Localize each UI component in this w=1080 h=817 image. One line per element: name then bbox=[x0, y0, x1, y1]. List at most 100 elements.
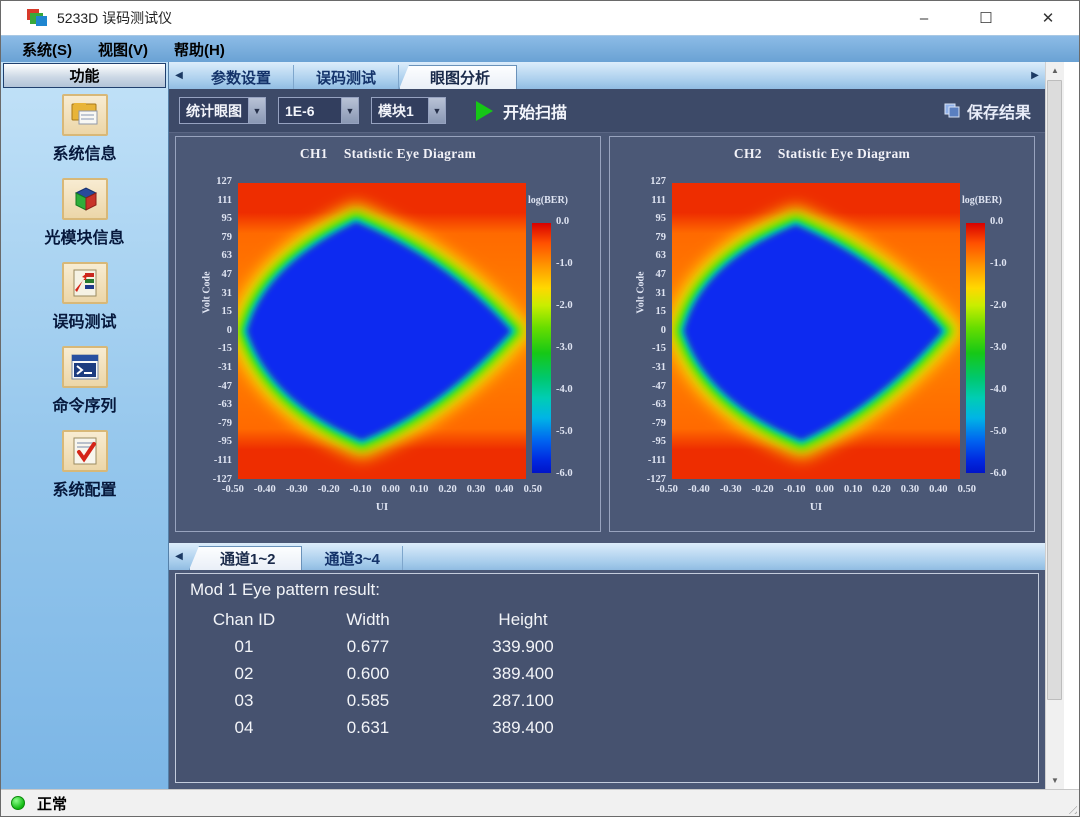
tab-channel-1-2[interactable]: 通道1~2 bbox=[189, 546, 303, 570]
chevron-down-icon[interactable]: ▼ bbox=[341, 98, 358, 123]
y-tick-label: -79 bbox=[218, 417, 232, 429]
cell-chan-id: 04 bbox=[234, 717, 254, 737]
sidebar-item-ber-test[interactable]: 误码测试 bbox=[1, 262, 168, 332]
play-icon[interactable] bbox=[476, 100, 493, 121]
y-tick-label: 95 bbox=[221, 213, 233, 225]
x-tick-label: -0.40 bbox=[253, 484, 276, 495]
ch2-colorbar-ticks: 0.0 -1.0 -2.0 -3.0 -4.0 -5.0 -6.0 bbox=[990, 216, 1007, 480]
column-header-width: Width bbox=[346, 609, 390, 629]
tab-scroll-right-icon[interactable]: ▶ bbox=[1031, 70, 1039, 81]
y-tick-label: -31 bbox=[218, 361, 232, 373]
column-header-height: Height bbox=[498, 609, 548, 629]
ch2-x-ticks: -0.50 -0.40 -0.30 -0.20 -0.10 0.00 0.10 0.20 0.3… bbox=[656, 484, 976, 496]
colorbar-tick-label: -2.0 bbox=[990, 300, 1007, 312]
colorbar-tick-label: -1.0 bbox=[556, 258, 573, 270]
sidebar-item-command-sequence[interactable]: 命令序列 bbox=[1, 346, 168, 416]
ch1-y-ticks: 127 111 95 79 63 47 31 15 0 -15 -31 -47 -63 -79 -95 -11… bbox=[192, 176, 233, 485]
y-tick-label: -127 bbox=[212, 473, 232, 485]
x-tick-label: 0.10 bbox=[843, 484, 863, 495]
vertical-scrollbar[interactable]: ▲ ▼ bbox=[1045, 62, 1064, 789]
colorbar-tick-label: 0.0 bbox=[556, 216, 570, 227]
y-tick-label: 63 bbox=[221, 250, 233, 262]
sidebar-item-system-info[interactable]: 系统信息 bbox=[1, 94, 168, 164]
cell-chan-id: 02 bbox=[234, 663, 254, 683]
ber-threshold-value: 1E-6 bbox=[285, 102, 315, 119]
x-tick-label: -0.10 bbox=[783, 484, 806, 495]
menu-item[interactable]: 系统(S) bbox=[22, 41, 72, 59]
cell-height: 389.400 bbox=[492, 717, 554, 737]
window-title: 5233D 误码测试仪 bbox=[57, 10, 173, 26]
close-button[interactable]: ✕ bbox=[1041, 10, 1055, 27]
scrollbar-thumb[interactable] bbox=[1047, 80, 1062, 700]
y-tick-label: 15 bbox=[221, 306, 233, 318]
chevron-down-icon[interactable]: ▼ bbox=[248, 98, 265, 123]
eye-mode-value: 统计眼图 bbox=[186, 102, 242, 119]
ber-test-icon bbox=[61, 262, 108, 304]
maximize-button[interactable]: ☐ bbox=[979, 10, 993, 27]
save-results-label: 保存结果 bbox=[966, 104, 1031, 122]
toolbar: 统计眼图 ▼ 1E-6 ▼ 模块1 ▼ 开始扫描 保存结 bbox=[169, 89, 1045, 133]
sidebar-item-optical-module-info[interactable]: 光模块信息 bbox=[1, 178, 168, 248]
chevron-down-icon[interactable]: ▼ bbox=[428, 98, 445, 123]
scroll-down-icon[interactable]: ▼ bbox=[1046, 772, 1064, 789]
y-tick-label: -127 bbox=[646, 473, 666, 485]
ch2-colorbar bbox=[966, 223, 985, 473]
x-tick-label: 0.40 bbox=[495, 484, 514, 495]
eye-mode-dropdown[interactable]: 统计眼图 ▼ bbox=[179, 97, 266, 124]
module-dropdown[interactable]: 模块1 ▼ bbox=[371, 97, 446, 124]
sidebar-item-label: 系统配置 bbox=[52, 482, 117, 499]
result-title: Mod 1 Eye pattern result: bbox=[190, 580, 380, 599]
ch2-x-axis-label: UI bbox=[809, 501, 823, 513]
resize-grip[interactable] bbox=[1065, 802, 1077, 814]
column-header-chan-id: Chan ID bbox=[212, 609, 276, 629]
ch2-eye-diagram: CH2 Statistic Eye Diagram Volt Code 127 11… bbox=[609, 136, 1035, 532]
colorbar-tick-label: 0.0 bbox=[990, 216, 1004, 227]
y-tick-label: -31 bbox=[652, 361, 666, 373]
y-tick-label: 0 bbox=[226, 324, 232, 336]
y-tick-label: -111 bbox=[213, 454, 232, 466]
start-scan-button[interactable]: 开始扫描 bbox=[503, 104, 568, 122]
status-text: 正常 bbox=[37, 795, 68, 813]
y-tick-label: -47 bbox=[218, 380, 232, 392]
channel-tab-scroll-left-icon[interactable]: ◀ bbox=[175, 551, 183, 562]
menu-item[interactable]: 帮助(H) bbox=[174, 41, 225, 59]
minimize-button[interactable]: – bbox=[919, 9, 929, 27]
main-area: ◀ 参数设置 误码测试 眼图分析 ▶ 统计眼图 ▼ 1E-6 ▼ bbox=[169, 62, 1079, 789]
scroll-up-icon[interactable]: ▲ bbox=[1046, 62, 1064, 79]
ch1-x-axis-label: UI bbox=[375, 501, 389, 513]
tab-eye-analysis[interactable]: 眼图分析 bbox=[399, 65, 518, 89]
eye-diagram-panel: CH1 Statistic Eye Diagram Volt Code 127 11… bbox=[169, 133, 1045, 538]
tab-channel-3-4[interactable]: 通道3~4 bbox=[302, 546, 403, 570]
tab-parameter-settings[interactable]: 参数设置 bbox=[189, 65, 295, 89]
sidebar-item-label: 光模块信息 bbox=[44, 230, 125, 247]
ch1-colorbar-ticks: 0.0 -1.0 -2.0 -3.0 -4.0 -5.0 -6.0 bbox=[556, 216, 573, 480]
x-tick-label: -0.10 bbox=[349, 484, 372, 495]
save-results-button[interactable]: 保存结果 bbox=[944, 99, 1031, 123]
titlebar: 5233D 误码测试仪 – ☐ ✕ bbox=[1, 1, 1079, 35]
ber-threshold-dropdown[interactable]: 1E-6 ▼ bbox=[278, 97, 359, 124]
x-tick-label: 0.50 bbox=[523, 484, 542, 495]
module-value: 模块1 bbox=[378, 102, 414, 119]
sidebar-item-system-config[interactable]: 系统配置 bbox=[1, 430, 168, 500]
table-row: 02 0.600 389.400 bbox=[190, 660, 1024, 687]
tab-ber-test[interactable]: 误码测试 bbox=[294, 65, 400, 89]
y-tick-label: 95 bbox=[655, 213, 667, 225]
y-tick-label: -47 bbox=[652, 380, 666, 392]
colorbar-tick-label: -2.0 bbox=[556, 300, 573, 312]
ch1-eye-diagram: CH1 Statistic Eye Diagram Volt Code 127 11… bbox=[175, 136, 601, 532]
y-tick-label: 31 bbox=[221, 287, 233, 299]
colorbar-tick-label: -6.0 bbox=[990, 468, 1007, 480]
status-ok-icon bbox=[11, 796, 25, 810]
x-tick-label: 0.10 bbox=[409, 484, 429, 495]
table-row: 01 0.677 339.900 bbox=[190, 633, 1024, 660]
tab-scroll-left-icon[interactable]: ◀ bbox=[175, 70, 183, 81]
colorbar-tick-label: -3.0 bbox=[990, 342, 1007, 354]
colorbar-tick-label: -5.0 bbox=[990, 426, 1007, 438]
x-tick-label: 0.40 bbox=[929, 484, 948, 495]
sidebar-header: 功能 bbox=[3, 63, 166, 88]
table-row: 04 0.631 389.400 bbox=[190, 714, 1024, 741]
y-tick-label: 47 bbox=[221, 268, 233, 280]
x-tick-label: 0.30 bbox=[900, 484, 920, 495]
x-tick-label: 0.20 bbox=[438, 484, 457, 495]
menu-item[interactable]: 视图(V) bbox=[98, 41, 148, 59]
